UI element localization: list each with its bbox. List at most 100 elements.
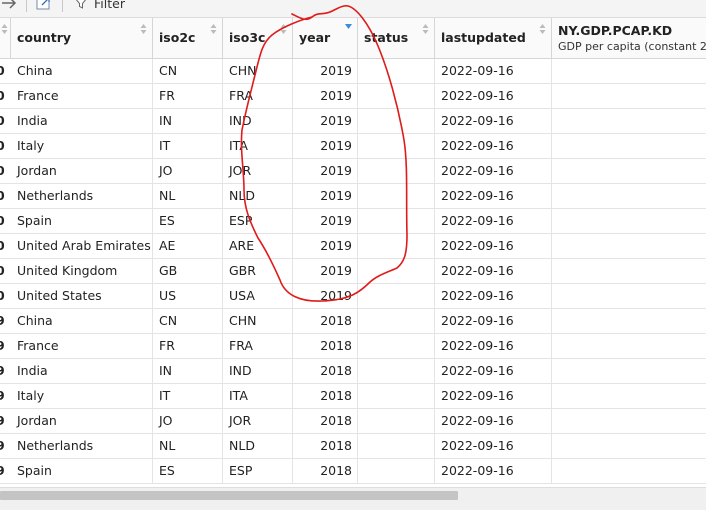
cell-gdp xyxy=(552,359,706,383)
column-header-year[interactable]: year xyxy=(293,18,358,58)
table-row[interactable]: 0 France FR FRA 2019 2022-09-16 xyxy=(0,84,706,109)
table-row[interactable]: 0 India IN IND 2019 2022-09-16 xyxy=(0,109,706,134)
cell-iso2c: US xyxy=(153,284,223,308)
table-row[interactable]: 9 Spain ES ESP 2018 2022-09-16 xyxy=(0,459,706,484)
cell-lastupdated: 2022-09-16 xyxy=(435,284,552,308)
table-row[interactable]: 0 Jordan JO JOR 2019 2022-09-16 xyxy=(0,159,706,184)
table-row[interactable]: 0 Spain ES ESP 2019 2022-09-16 xyxy=(0,209,706,234)
cell-iso2c: JO xyxy=(153,409,223,433)
cell-status xyxy=(358,309,435,333)
cell-status xyxy=(358,434,435,458)
row-number-cell: 9 xyxy=(0,338,5,353)
cell-iso2c: IN xyxy=(153,359,223,383)
cell-year: 2019 xyxy=(293,84,358,108)
cell-lastupdated: 2022-09-16 xyxy=(435,159,552,183)
table-row[interactable]: 0 United States US USA 2019 2022-09-16 xyxy=(0,284,706,309)
cell-iso3c: IND xyxy=(223,359,293,383)
row-number-cell: 0 xyxy=(0,138,5,153)
cell-iso2c: IN xyxy=(153,109,223,133)
cell-year: 2019 xyxy=(293,184,358,208)
column-header-country[interactable]: country xyxy=(11,18,153,58)
cell-iso2c: CN xyxy=(153,309,223,333)
cell-lastupdated: 2022-09-16 xyxy=(435,359,552,383)
column-header-label: iso2c xyxy=(159,30,196,45)
sort-icon xyxy=(422,23,429,35)
cell-iso2c: CN xyxy=(153,59,223,83)
cell-iso2c: IT xyxy=(153,134,223,158)
cell-country: Jordan xyxy=(11,159,153,183)
column-header-label: country xyxy=(17,30,72,45)
cell-lastupdated: 2022-09-16 xyxy=(435,459,552,483)
cell-gdp xyxy=(552,459,706,483)
cell-country: Netherlands xyxy=(11,184,153,208)
cell-year: 2019 xyxy=(293,59,358,83)
row-number-cell: 0 xyxy=(0,288,5,303)
row-number-cell: 9 xyxy=(0,313,5,328)
popout-button[interactable] xyxy=(36,0,52,12)
cell-iso3c: FRA xyxy=(223,84,293,108)
horizontal-scrollbar[interactable] xyxy=(0,487,706,510)
cell-status xyxy=(358,134,435,158)
row-number-cell: 0 xyxy=(0,63,5,78)
cell-country: United Kingdom xyxy=(11,259,153,283)
column-header-label: NY.GDP.PCAP.KD xyxy=(558,23,673,38)
column-header-status[interactable]: status xyxy=(358,18,435,58)
cell-iso3c: IND xyxy=(223,109,293,133)
back-arrow-button[interactable] xyxy=(0,0,18,12)
table-row[interactable]: 0 United Kingdom GB GBR 2019 2022-09-16 xyxy=(0,259,706,284)
cell-lastupdated: 2022-09-16 xyxy=(435,234,552,258)
table-row[interactable]: 9 Netherlands NL NLD 2018 2022-09-16 xyxy=(0,434,706,459)
cell-lastupdated: 2022-09-16 xyxy=(435,59,552,83)
cell-iso2c: FR xyxy=(153,84,223,108)
cell-iso3c: GBR xyxy=(223,259,293,283)
table-row[interactable]: 9 India IN IND 2018 2022-09-16 xyxy=(0,359,706,384)
filter-button[interactable]: Filter xyxy=(74,0,125,12)
table-row[interactable]: 9 France FR FRA 2018 2022-09-16 xyxy=(0,334,706,359)
column-header-iso2c[interactable]: iso2c xyxy=(153,18,223,58)
row-number-cell: 0 xyxy=(0,163,5,178)
cell-year: 2019 xyxy=(293,284,358,308)
table-row[interactable]: 0 United Arab Emirates AE ARE 2019 2022-09-16 xyxy=(0,234,706,259)
cell-iso3c: FRA xyxy=(223,334,293,358)
table-row[interactable]: 0 China CN CHN 2019 2022-09-16 xyxy=(0,59,706,84)
table-row[interactable]: 9 China CN CHN 2018 2022-09-16 xyxy=(0,309,706,334)
column-header-label: status xyxy=(364,30,409,45)
table-row[interactable]: 0 Netherlands NL NLD 2019 2022-09-16 xyxy=(0,184,706,209)
column-header-iso3c[interactable]: iso3c xyxy=(223,18,293,58)
cell-iso2c: NL xyxy=(153,434,223,458)
cell-lastupdated: 2022-09-16 xyxy=(435,309,552,333)
table-row[interactable]: 9 Jordan JO JOR 2018 2022-09-16 xyxy=(0,409,706,434)
row-number-cell: 9 xyxy=(0,413,5,428)
cell-country: France xyxy=(11,334,153,358)
cell-iso2c: ES xyxy=(153,209,223,233)
cell-gdp xyxy=(552,59,706,83)
cell-year: 2019 xyxy=(293,134,358,158)
cell-country: United Arab Emirates xyxy=(11,234,153,258)
cell-status xyxy=(358,384,435,408)
cell-iso3c: CHN xyxy=(223,309,293,333)
rowid-header[interactable] xyxy=(0,18,11,58)
cell-gdp xyxy=(552,134,706,158)
cell-status xyxy=(358,284,435,308)
cell-lastupdated: 2022-09-16 xyxy=(435,134,552,158)
cell-gdp xyxy=(552,409,706,433)
cell-gdp xyxy=(552,309,706,333)
scrollbar-thumb[interactable] xyxy=(0,491,458,500)
sort-icon xyxy=(210,23,217,35)
cell-year: 2019 xyxy=(293,159,358,183)
row-number-cell: 9 xyxy=(0,388,5,403)
cell-iso3c: ITA xyxy=(223,384,293,408)
cell-year: 2019 xyxy=(293,259,358,283)
table-row[interactable]: 0 Italy IT ITA 2019 2022-09-16 xyxy=(0,134,706,159)
cell-gdp xyxy=(552,434,706,458)
cell-lastupdated: 2022-09-16 xyxy=(435,384,552,408)
table-row[interactable]: 9 Italy IT ITA 2018 2022-09-16 xyxy=(0,384,706,409)
cell-status xyxy=(358,259,435,283)
cell-country: China xyxy=(11,309,153,333)
column-header-gdp[interactable]: NY.GDP.PCAP.KD GDP per capita (constant … xyxy=(552,18,706,58)
cell-gdp xyxy=(552,259,706,283)
column-header-lastupdated[interactable]: lastupdated xyxy=(435,18,552,58)
column-header-label: iso3c xyxy=(229,30,266,45)
toolbar-separator xyxy=(26,0,27,12)
cell-status xyxy=(358,209,435,233)
